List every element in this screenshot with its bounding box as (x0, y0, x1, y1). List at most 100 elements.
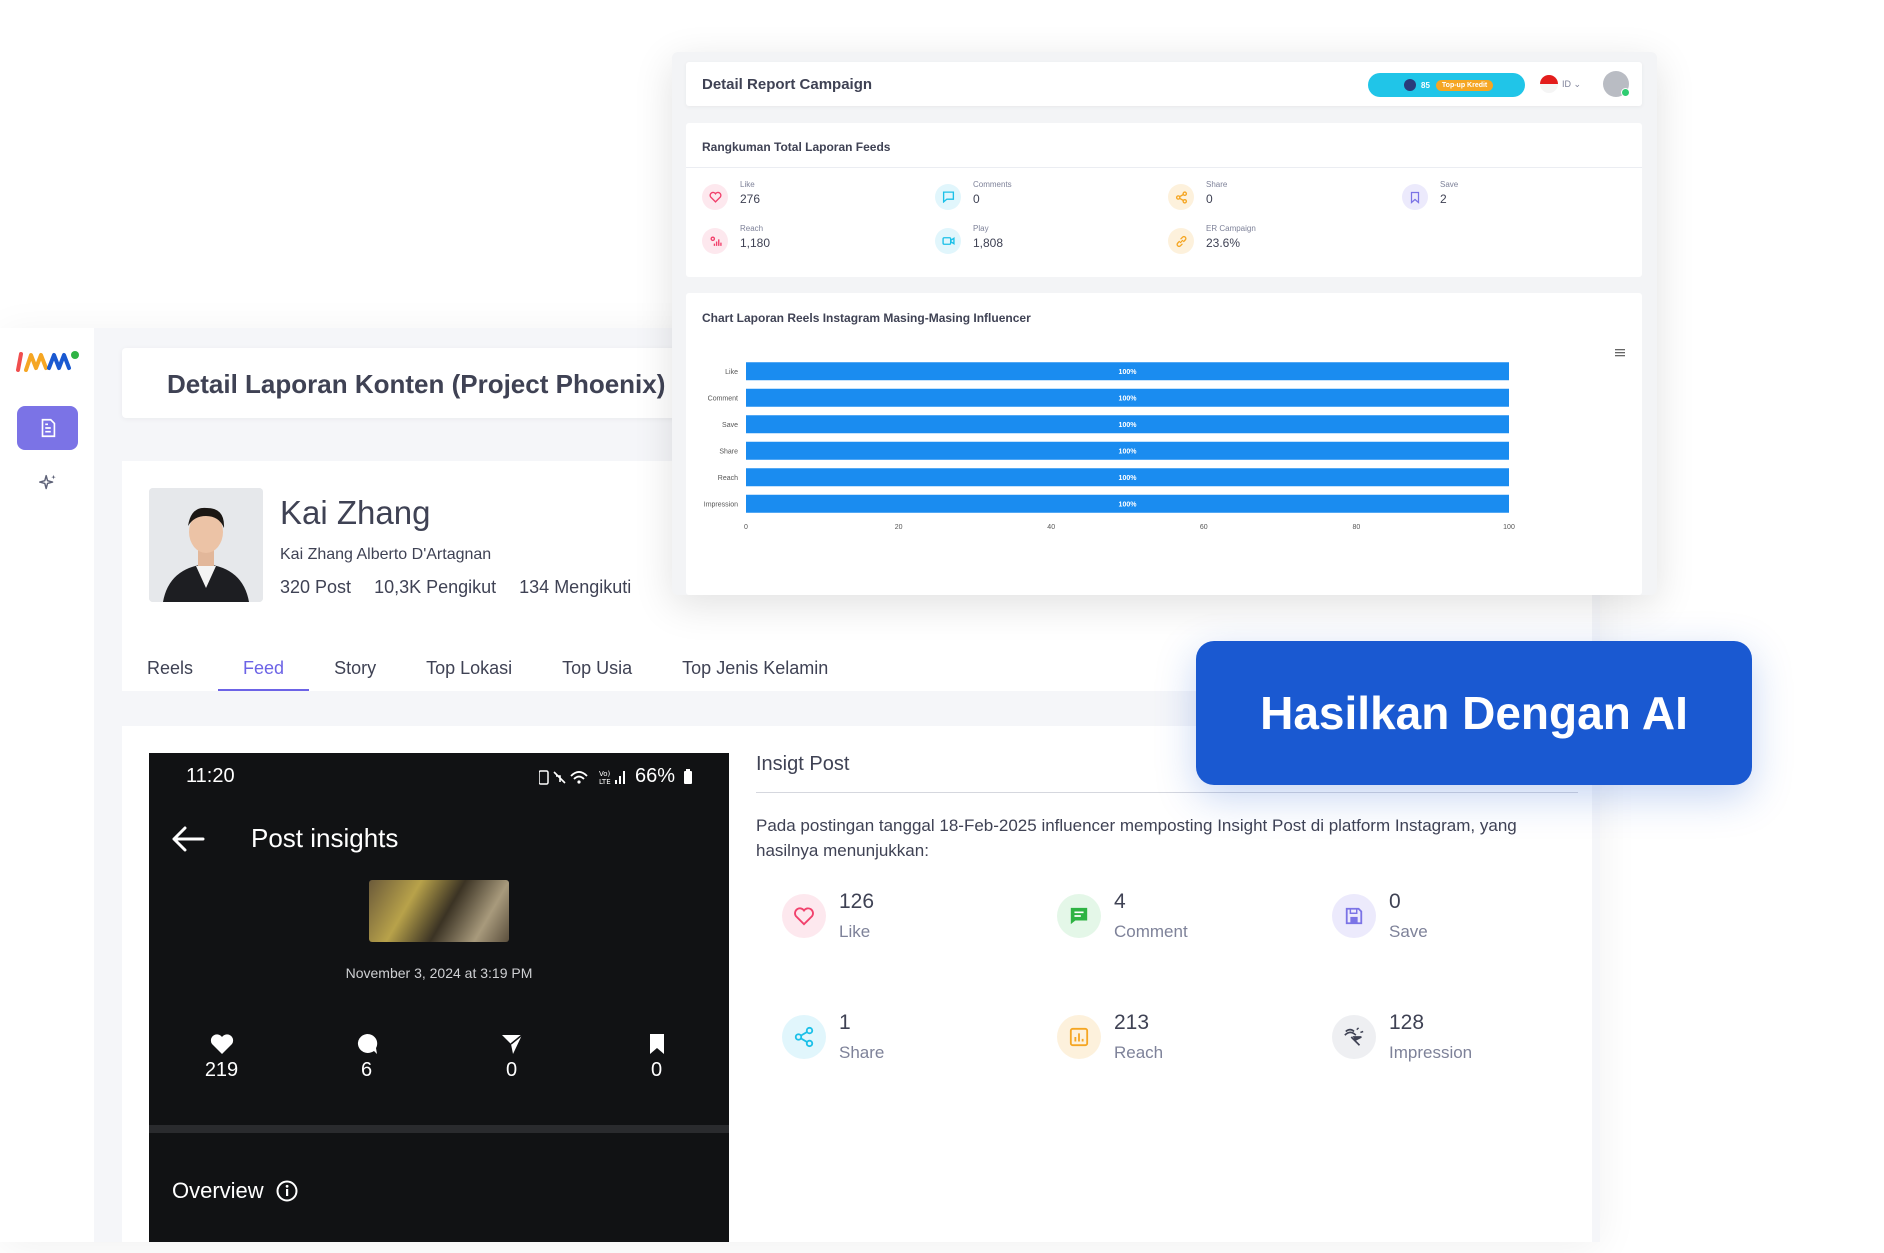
follower-count: 10,3K Pengikut (374, 577, 497, 597)
bar-chart: Like 100% Comment 100% Save 100% Share 100% Reac… (704, 349, 1625, 531)
credit-pill[interactable]: 85 Top-up Kredit (1368, 73, 1525, 97)
summary-share: Share 0 (1168, 180, 1368, 216)
bookmark-icon (1402, 184, 1428, 210)
tab-top-usia[interactable]: Top Usia (562, 658, 633, 678)
profile-name: Kai Zhang (280, 494, 431, 531)
x-tick-label: 80 (1353, 524, 1361, 531)
bar[interactable] (746, 468, 1509, 487)
sparkle-icon[interactable] (37, 472, 59, 494)
phone-metrics: 219 6 0 0 (149, 1033, 729, 1082)
topup-button[interactable]: Top-up Kredit (1435, 79, 1494, 91)
data-label: 100% (1119, 501, 1138, 508)
tab-story[interactable]: Story (334, 658, 377, 678)
impression-icon (1332, 1015, 1376, 1059)
category-label: Like (725, 369, 738, 376)
category-label: Comment (708, 395, 738, 402)
heart-icon (782, 894, 826, 938)
svg-text:LTE: LTE (599, 778, 611, 786)
info-icon[interactable] (276, 1180, 298, 1202)
summary-comments: Comments 0 (935, 180, 1135, 216)
brand-logo[interactable] (16, 350, 80, 372)
summary-er-campaign: ER Campaign 23.6% (1168, 224, 1368, 260)
reach-icon (1057, 1015, 1101, 1059)
share-icon (782, 1015, 826, 1059)
metric-comment: 4 Comment (1057, 890, 1317, 960)
tab-reels[interactable]: Reels (147, 658, 194, 678)
language-select[interactable]: ID ⌄ (1562, 79, 1582, 89)
play-icon (935, 228, 961, 254)
phone-overview-heading: Overview (172, 1178, 298, 1204)
document-icon (41, 418, 55, 438)
data-label: 100% (1119, 395, 1138, 402)
avatar (149, 488, 263, 602)
share-icon (1168, 184, 1194, 210)
person-photo (149, 488, 263, 602)
x-tick-label: 20 (895, 524, 903, 531)
metric-save: 0 Save (1332, 890, 1592, 960)
bar[interactable] (746, 388, 1509, 407)
post-insights-screenshot: 11:20 Vo) LTE 66% (149, 753, 729, 1242)
category-label: Share (719, 448, 738, 455)
summary-reach: Reach 1,180 (702, 224, 902, 260)
campaign-report-panel: Detail Report Campaign 85 Top-up Kredit … (672, 52, 1657, 595)
battery-icon (684, 768, 692, 784)
generate-ai-label: Hasilkan Dengan AI (1260, 687, 1688, 739)
summary-card: Rangkuman Total Laporan Feeds Like 276 Co… (686, 123, 1642, 277)
bar[interactable] (746, 441, 1509, 460)
sidebar-item-report[interactable] (17, 406, 78, 450)
heart-icon (702, 184, 728, 210)
hamburger-menu-icon[interactable] (1615, 349, 1625, 357)
svg-text:Vo): Vo) (599, 770, 611, 778)
data-label: 100% (1119, 369, 1138, 376)
back-arrow-icon[interactable] (171, 826, 205, 852)
metric-impression: 128 Impression (1332, 1011, 1592, 1081)
profile-full-name: Kai Zhang Alberto D'Artagnan (280, 546, 492, 563)
bar[interactable] (746, 415, 1509, 434)
comment-icon (357, 1033, 377, 1054)
flag-icon[interactable] (1540, 75, 1558, 93)
summary-play: Play 1,808 (935, 224, 1135, 260)
coin-icon (1404, 79, 1416, 91)
following-count: 134 Mengikuti (519, 577, 632, 597)
insight-description: Pada postingan tanggal 18-Feb-2025 influ… (756, 816, 1517, 860)
battery-level: 66% (634, 765, 675, 787)
insight-title: Insigt Post (756, 753, 1578, 793)
phone-divider (149, 1125, 729, 1133)
profile-stats: 320 Post 10,3K Pengikut 134 Mengikuti (280, 577, 631, 598)
phone-metric-likes: 219 (149, 1033, 294, 1082)
x-tick-label: 0 (744, 524, 748, 531)
report-title: Detail Report Campaign (702, 76, 873, 93)
metric-like: 126 Like (782, 890, 1042, 960)
content-card: 11:20 Vo) LTE 66% (122, 726, 1592, 1242)
wifi-icon (538, 769, 588, 785)
report-header: Detail Report Campaign 85 Top-up Kredit … (686, 62, 1642, 106)
credit-balance: 85 (1421, 80, 1430, 90)
heart-icon (210, 1034, 233, 1054)
sidebar (0, 328, 94, 1242)
tab-feed[interactable]: Feed (218, 657, 310, 691)
signal-icon: Vo) LTE (599, 770, 625, 786)
bar[interactable] (746, 494, 1509, 513)
summary-title: Rangkuman Total Laporan Feeds (702, 140, 891, 154)
phone-metric-saves: 0 (584, 1033, 729, 1082)
post-date: November 3, 2024 at 3:19 PM (345, 965, 533, 981)
phone-metric-comments: 6 (294, 1033, 439, 1082)
category-label: Reach (718, 475, 738, 482)
generate-ai-button[interactable]: Hasilkan Dengan AI (1196, 641, 1752, 785)
bookmark-icon (649, 1034, 664, 1054)
send-icon (501, 1034, 522, 1054)
divider (686, 167, 1642, 168)
data-label: 100% (1119, 475, 1138, 482)
summary-like: Like 276 (702, 180, 902, 216)
save-icon (1332, 894, 1376, 938)
page-title: Detail Laporan Konten (Project Phoenix) (167, 369, 666, 399)
bar[interactable] (746, 362, 1509, 381)
data-label: 100% (1119, 448, 1138, 455)
tab-top-jenis-kelamin[interactable]: Top Jenis Kelamin (682, 658, 829, 678)
chart-title: Chart Laporan Reels Instagram Masing-Mas… (702, 311, 1031, 325)
comment-icon (935, 184, 961, 210)
tab-top-lokasi[interactable]: Top Lokasi (426, 658, 513, 678)
user-avatar[interactable] (1603, 71, 1630, 97)
post-thumbnail (369, 880, 509, 942)
category-label: Impression (704, 501, 738, 508)
